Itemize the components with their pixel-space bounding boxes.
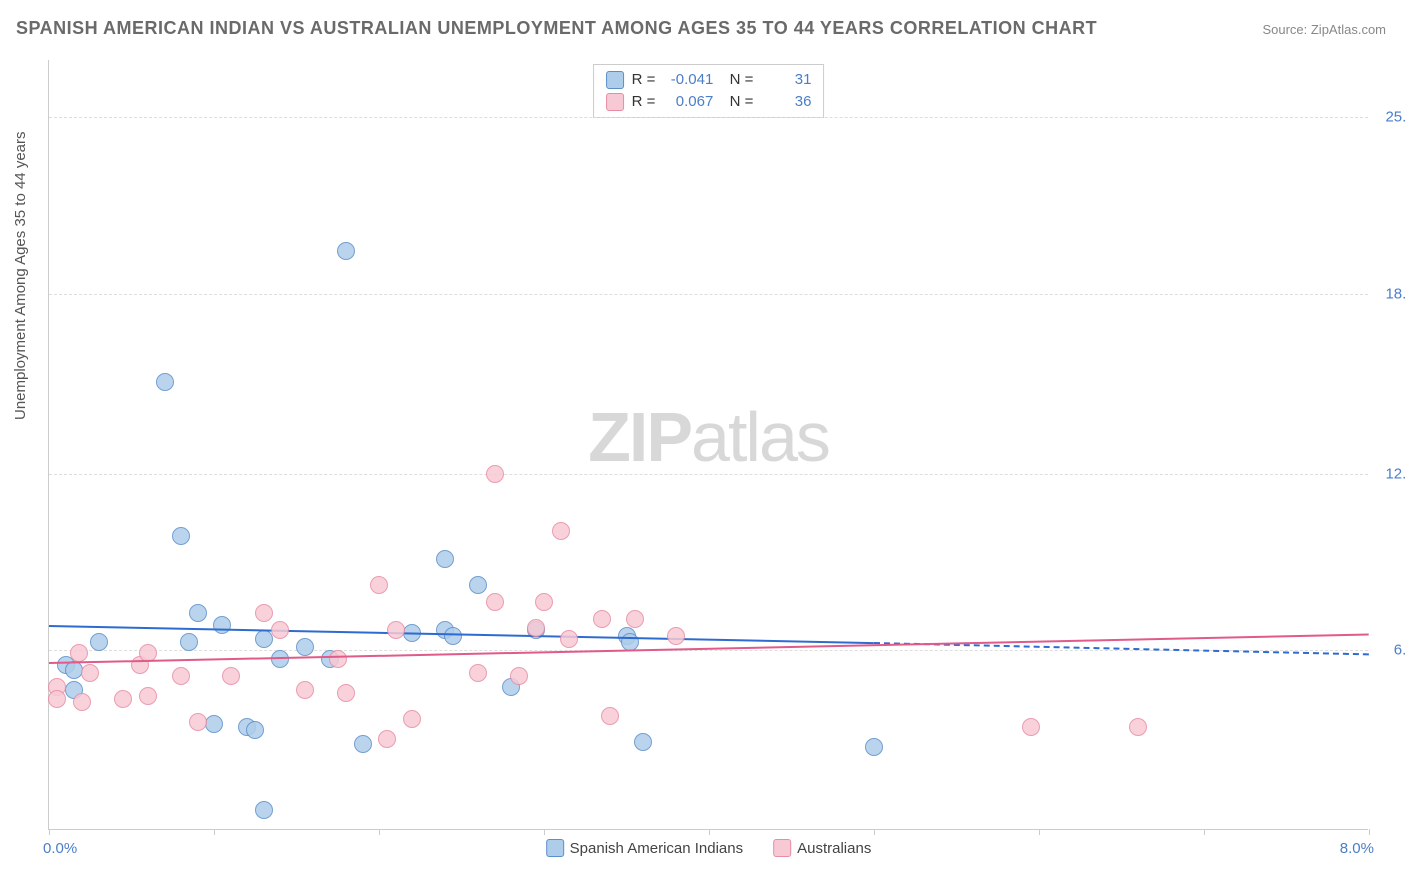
x-tick bbox=[49, 829, 50, 835]
legend-item-1: Spanish American Indians bbox=[546, 839, 743, 857]
data-point bbox=[469, 664, 487, 682]
data-point bbox=[865, 738, 883, 756]
data-point bbox=[255, 604, 273, 622]
data-point bbox=[354, 735, 372, 753]
x-tick bbox=[1039, 829, 1040, 835]
data-point bbox=[527, 619, 545, 637]
data-point bbox=[486, 465, 504, 483]
data-point bbox=[172, 527, 190, 545]
legend-swatch-2 bbox=[773, 839, 791, 857]
chart-title: SPANISH AMERICAN INDIAN VS AUSTRALIAN UN… bbox=[16, 18, 1097, 39]
data-point bbox=[255, 801, 273, 819]
data-point bbox=[255, 630, 273, 648]
data-point bbox=[337, 684, 355, 702]
watermark: ZIPatlas bbox=[588, 397, 829, 477]
data-point bbox=[65, 661, 83, 679]
y-axis-label: Unemployment Among Ages 35 to 44 years bbox=[12, 131, 29, 420]
data-point bbox=[403, 710, 421, 728]
data-point bbox=[296, 681, 314, 699]
legend-swatch-1 bbox=[546, 839, 564, 857]
data-point bbox=[156, 373, 174, 391]
data-point bbox=[535, 593, 553, 611]
data-point bbox=[189, 604, 207, 622]
data-point bbox=[329, 650, 347, 668]
data-point bbox=[296, 638, 314, 656]
data-point bbox=[667, 627, 685, 645]
data-point bbox=[139, 687, 157, 705]
swatch-series-2 bbox=[606, 93, 624, 111]
stats-legend: R = -0.041 N = 31 R = 0.067 N = 36 bbox=[593, 64, 825, 118]
stat-r-value-2: 0.067 bbox=[663, 91, 713, 113]
stat-r-label: R = bbox=[632, 91, 656, 113]
chart-container: SPANISH AMERICAN INDIAN VS AUSTRALIAN UN… bbox=[0, 0, 1406, 892]
gridline bbox=[49, 474, 1368, 475]
data-point bbox=[172, 667, 190, 685]
stat-n-label: N = bbox=[721, 69, 753, 91]
stats-row-series-1: R = -0.041 N = 31 bbox=[606, 69, 812, 91]
data-point bbox=[1129, 718, 1147, 736]
data-point bbox=[552, 522, 570, 540]
data-point bbox=[486, 593, 504, 611]
plot-area: ZIPatlas R = -0.041 N = 31 R = 0.067 N =… bbox=[48, 60, 1368, 830]
x-tick-label-min: 0.0% bbox=[43, 840, 77, 857]
trend-line bbox=[49, 625, 874, 644]
data-point bbox=[180, 633, 198, 651]
stats-row-series-2: R = 0.067 N = 36 bbox=[606, 91, 812, 113]
data-point bbox=[337, 242, 355, 260]
data-point bbox=[205, 715, 223, 733]
data-point bbox=[370, 576, 388, 594]
x-tick bbox=[709, 829, 710, 835]
data-point bbox=[436, 550, 454, 568]
data-point bbox=[626, 610, 644, 628]
data-point bbox=[593, 610, 611, 628]
data-point bbox=[222, 667, 240, 685]
data-point bbox=[73, 693, 91, 711]
data-point bbox=[469, 576, 487, 594]
source-label: Source: ZipAtlas.com bbox=[1262, 22, 1386, 37]
data-point bbox=[81, 664, 99, 682]
stat-n-value-1: 31 bbox=[761, 69, 811, 91]
stat-r-value-1: -0.041 bbox=[663, 69, 713, 91]
data-point bbox=[387, 621, 405, 639]
data-point bbox=[114, 690, 132, 708]
legend-label-2: Australians bbox=[797, 840, 871, 857]
legend-item-2: Australians bbox=[773, 839, 871, 857]
stat-n-value-2: 36 bbox=[761, 91, 811, 113]
gridline bbox=[49, 117, 1368, 118]
data-point bbox=[246, 721, 264, 739]
data-point bbox=[189, 713, 207, 731]
x-tick bbox=[1204, 829, 1205, 835]
data-point bbox=[560, 630, 578, 648]
legend-label-1: Spanish American Indians bbox=[570, 840, 743, 857]
y-tick-label: 12.5% bbox=[1373, 465, 1406, 482]
data-point bbox=[1022, 718, 1040, 736]
data-point bbox=[378, 730, 396, 748]
data-point bbox=[90, 633, 108, 651]
y-tick-label: 25.0% bbox=[1373, 109, 1406, 126]
data-point bbox=[70, 644, 88, 662]
x-tick-label-max: 8.0% bbox=[1340, 840, 1374, 857]
data-point bbox=[213, 616, 231, 634]
stat-n-label: N = bbox=[721, 91, 753, 113]
x-tick bbox=[214, 829, 215, 835]
data-point bbox=[271, 621, 289, 639]
data-point bbox=[634, 733, 652, 751]
y-tick-label: 6.3% bbox=[1373, 642, 1406, 659]
x-tick bbox=[379, 829, 380, 835]
data-point bbox=[444, 627, 462, 645]
x-tick bbox=[874, 829, 875, 835]
stat-r-label: R = bbox=[632, 69, 656, 91]
data-point bbox=[621, 633, 639, 651]
x-tick bbox=[544, 829, 545, 835]
gridline bbox=[49, 294, 1368, 295]
series-legend: Spanish American Indians Australians bbox=[546, 839, 872, 857]
data-point bbox=[48, 690, 66, 708]
y-tick-label: 18.8% bbox=[1373, 285, 1406, 302]
data-point bbox=[601, 707, 619, 725]
data-point bbox=[510, 667, 528, 685]
swatch-series-1 bbox=[606, 71, 624, 89]
x-tick bbox=[1369, 829, 1370, 835]
